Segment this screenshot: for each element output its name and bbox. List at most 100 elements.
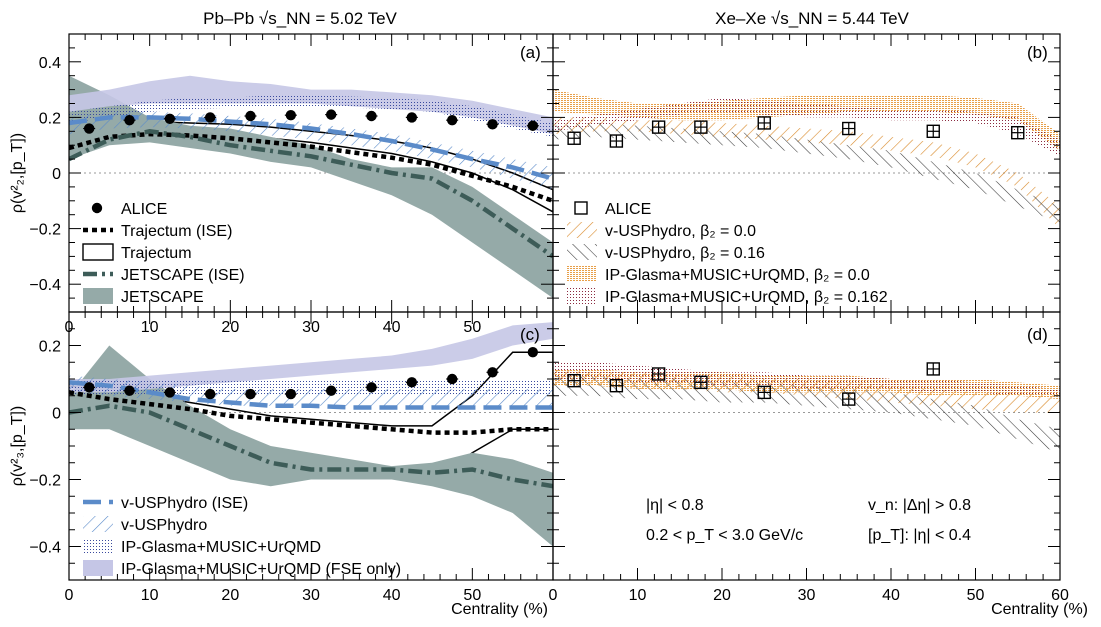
legend-label-trajectum-ise: Trajectum (ISE) xyxy=(121,223,232,240)
frame-d xyxy=(552,311,1061,581)
legend-label-alice: ALICE xyxy=(121,201,167,218)
ylabel-bottom: ρ(v²₃,[p_T]) xyxy=(9,406,26,487)
panel-b: (b) ALICE v-USPhydro, β₂ = 0.0 v-USPhydro, … xyxy=(552,33,1061,313)
alice-point xyxy=(527,120,539,131)
alice-point xyxy=(164,387,176,398)
x-tick-label: 10 xyxy=(629,587,647,604)
y-tick-label: 0 xyxy=(52,406,61,423)
alice-point xyxy=(124,114,135,126)
y-tick-label: −0.4 xyxy=(29,540,61,557)
y-tick-label: 0 xyxy=(52,166,61,183)
band-jetscape xyxy=(69,345,553,547)
legend-label-ip-glasma-music-urqmd-fse-only: IP-Glasma+MUSIC+UrQMD (FSE only) xyxy=(121,561,401,578)
plot-area-c xyxy=(69,322,553,547)
x-tick-label: 30 xyxy=(302,319,320,336)
legend-label-v-usphydro-0-0: v-USPhydro, β₂ = 0.0 xyxy=(605,223,756,240)
panel-label: (a) xyxy=(520,43,541,62)
alice-point xyxy=(204,388,216,400)
legend-label-v-usphydro-ise: v-USPhydro (ISE) xyxy=(121,495,248,512)
y-tick-label: 0.4 xyxy=(39,55,61,72)
alice-point xyxy=(325,385,337,396)
alice-point xyxy=(285,388,297,400)
x-tick-label: 40 xyxy=(383,587,401,604)
ptmean-cut: [p_T]: |η| < 0.4 xyxy=(868,527,971,544)
line-v-usphydro-ise xyxy=(69,115,553,181)
alice-point xyxy=(487,367,498,378)
plot-area-d xyxy=(553,362,1060,453)
band-ip-glasma-music-urqmd-0-162 xyxy=(553,97,1060,157)
legend-swatch-jetscape xyxy=(83,288,113,304)
x-tick-label: 20 xyxy=(221,319,239,336)
y-tick-label: 0.2 xyxy=(39,110,61,127)
line-jetscape-ise xyxy=(69,403,553,489)
header-left: Pb–Pb √s_NN = 5.02 TeV xyxy=(203,9,397,28)
legend-label-trajectum: Trajectum xyxy=(121,245,192,262)
panel-label: (c) xyxy=(520,325,540,344)
legend-label-ip-glasma-music-urqmd-0-162: IP-Glasma+MUSIC+UrQMD, β₂ = 0.162 xyxy=(605,289,888,306)
legend-label-ip-glasma-music-urqmd-0-0: IP-Glasma+MUSIC+UrQMD, β₂ = 0.0 xyxy=(605,267,870,284)
x-tick-label: 20 xyxy=(713,587,731,604)
legend-marker-alice xyxy=(91,202,103,214)
legend-swatch-ip-glasma-music-urqmd-0-162 xyxy=(567,288,597,304)
x-tick-label: 40 xyxy=(383,319,401,336)
plot-area-a xyxy=(69,75,553,299)
alice-point xyxy=(366,382,377,393)
panel-c: 0 10 20 30 40 50 −0.4 −0.2 0 0.2 (c) v-USPhydro (IS… xyxy=(29,311,554,604)
legend-a: ALICE Trajectum (ISE) Trajectum JETSCAPE (I… xyxy=(82,201,245,306)
alice-point xyxy=(406,112,418,123)
band-v-usphydro-0-0 xyxy=(553,117,1060,229)
alice-point xyxy=(83,382,95,393)
alice-point xyxy=(446,373,458,385)
band-v-usphydro-0-16 xyxy=(553,375,1060,453)
x-tick-label: 20 xyxy=(221,587,239,604)
band-ip-glasma-music-urqmd xyxy=(69,379,553,396)
eta-cut: |η| < 0.8 xyxy=(646,497,704,514)
legend-label-v-usphydro: v-USPhydro xyxy=(121,517,207,534)
xlabel-right: Centrality (%) xyxy=(991,601,1088,618)
x-tick-label: 60 xyxy=(1051,587,1069,604)
x-tick-label: 10 xyxy=(141,587,159,604)
alice-point xyxy=(245,388,256,400)
legend-c: v-USPhydro (ISE) v-USPhydro IP-Glasma+MUSI… xyxy=(83,495,401,578)
y-tick-label: −0.2 xyxy=(29,222,61,239)
x-tick-label: 50 xyxy=(463,587,481,604)
pt-cut: 0.2 < p_T < 3.0 GeV/c xyxy=(646,527,803,544)
legend-swatch-v-usphydro xyxy=(83,516,113,532)
y-tick-label: −0.4 xyxy=(29,277,61,294)
legend-b: ALICE v-USPhydro, β₂ = 0.0 v-USPhydro, β₂ … xyxy=(567,201,888,306)
x-tick-label: 30 xyxy=(798,587,816,604)
alice-point xyxy=(487,119,498,130)
line-trajectum-ise xyxy=(69,390,553,435)
panel-d: 0 10 20 30 40 50 60 (d) xyxy=(549,311,1069,604)
legend-swatch-v-usphydro-0-16 xyxy=(567,244,597,260)
alice-point xyxy=(124,385,135,396)
alice-point xyxy=(204,112,216,123)
legend-label-alice: ALICE xyxy=(605,201,651,218)
header-right: Xe–Xe √s_NN = 5.44 TeV xyxy=(715,9,909,28)
alice-point xyxy=(366,110,377,122)
x-tick-label: 30 xyxy=(302,587,320,604)
x-tick-label: 0 xyxy=(549,587,558,604)
legend-label-jetscape: JETSCAPE xyxy=(121,289,204,306)
legend-swatch-v-usphydro-0-0 xyxy=(567,222,597,238)
band-jetscape xyxy=(69,75,553,299)
band-v-usphydro-0-16 xyxy=(553,123,1060,223)
x-tick-label: 0 xyxy=(65,587,74,604)
panel-label: (d) xyxy=(1027,325,1048,344)
alice-point xyxy=(285,109,297,121)
alice-point xyxy=(245,110,256,122)
legend-swatch-ip-glasma-music-urqmd xyxy=(83,538,113,554)
legend-label-jetscape-ise: JETSCAPE (ISE) xyxy=(121,267,245,284)
legend-label-ip-glasma-music-urqmd: IP-Glasma+MUSIC+UrQMD xyxy=(121,539,321,556)
alice-point xyxy=(406,377,418,388)
band-ip-glasma-music-urqmd-fse-only xyxy=(69,322,553,393)
line-jetscape-ise xyxy=(69,129,553,259)
xlabel-left: Centrality (%) xyxy=(451,601,548,618)
band-ip-glasma-music-urqmd-0-162 xyxy=(553,362,1060,396)
legend-swatch-ip-glasma-music-urqmd-0-0 xyxy=(567,266,597,282)
y-tick-label: 0.2 xyxy=(39,339,61,356)
vn-cut: v_n: |Δη| > 0.8 xyxy=(868,497,971,514)
legend-swatch-trajectum xyxy=(82,243,114,261)
legend-label-v-usphydro-0-16: v-USPhydro, β₂ = 0.16 xyxy=(605,245,765,262)
